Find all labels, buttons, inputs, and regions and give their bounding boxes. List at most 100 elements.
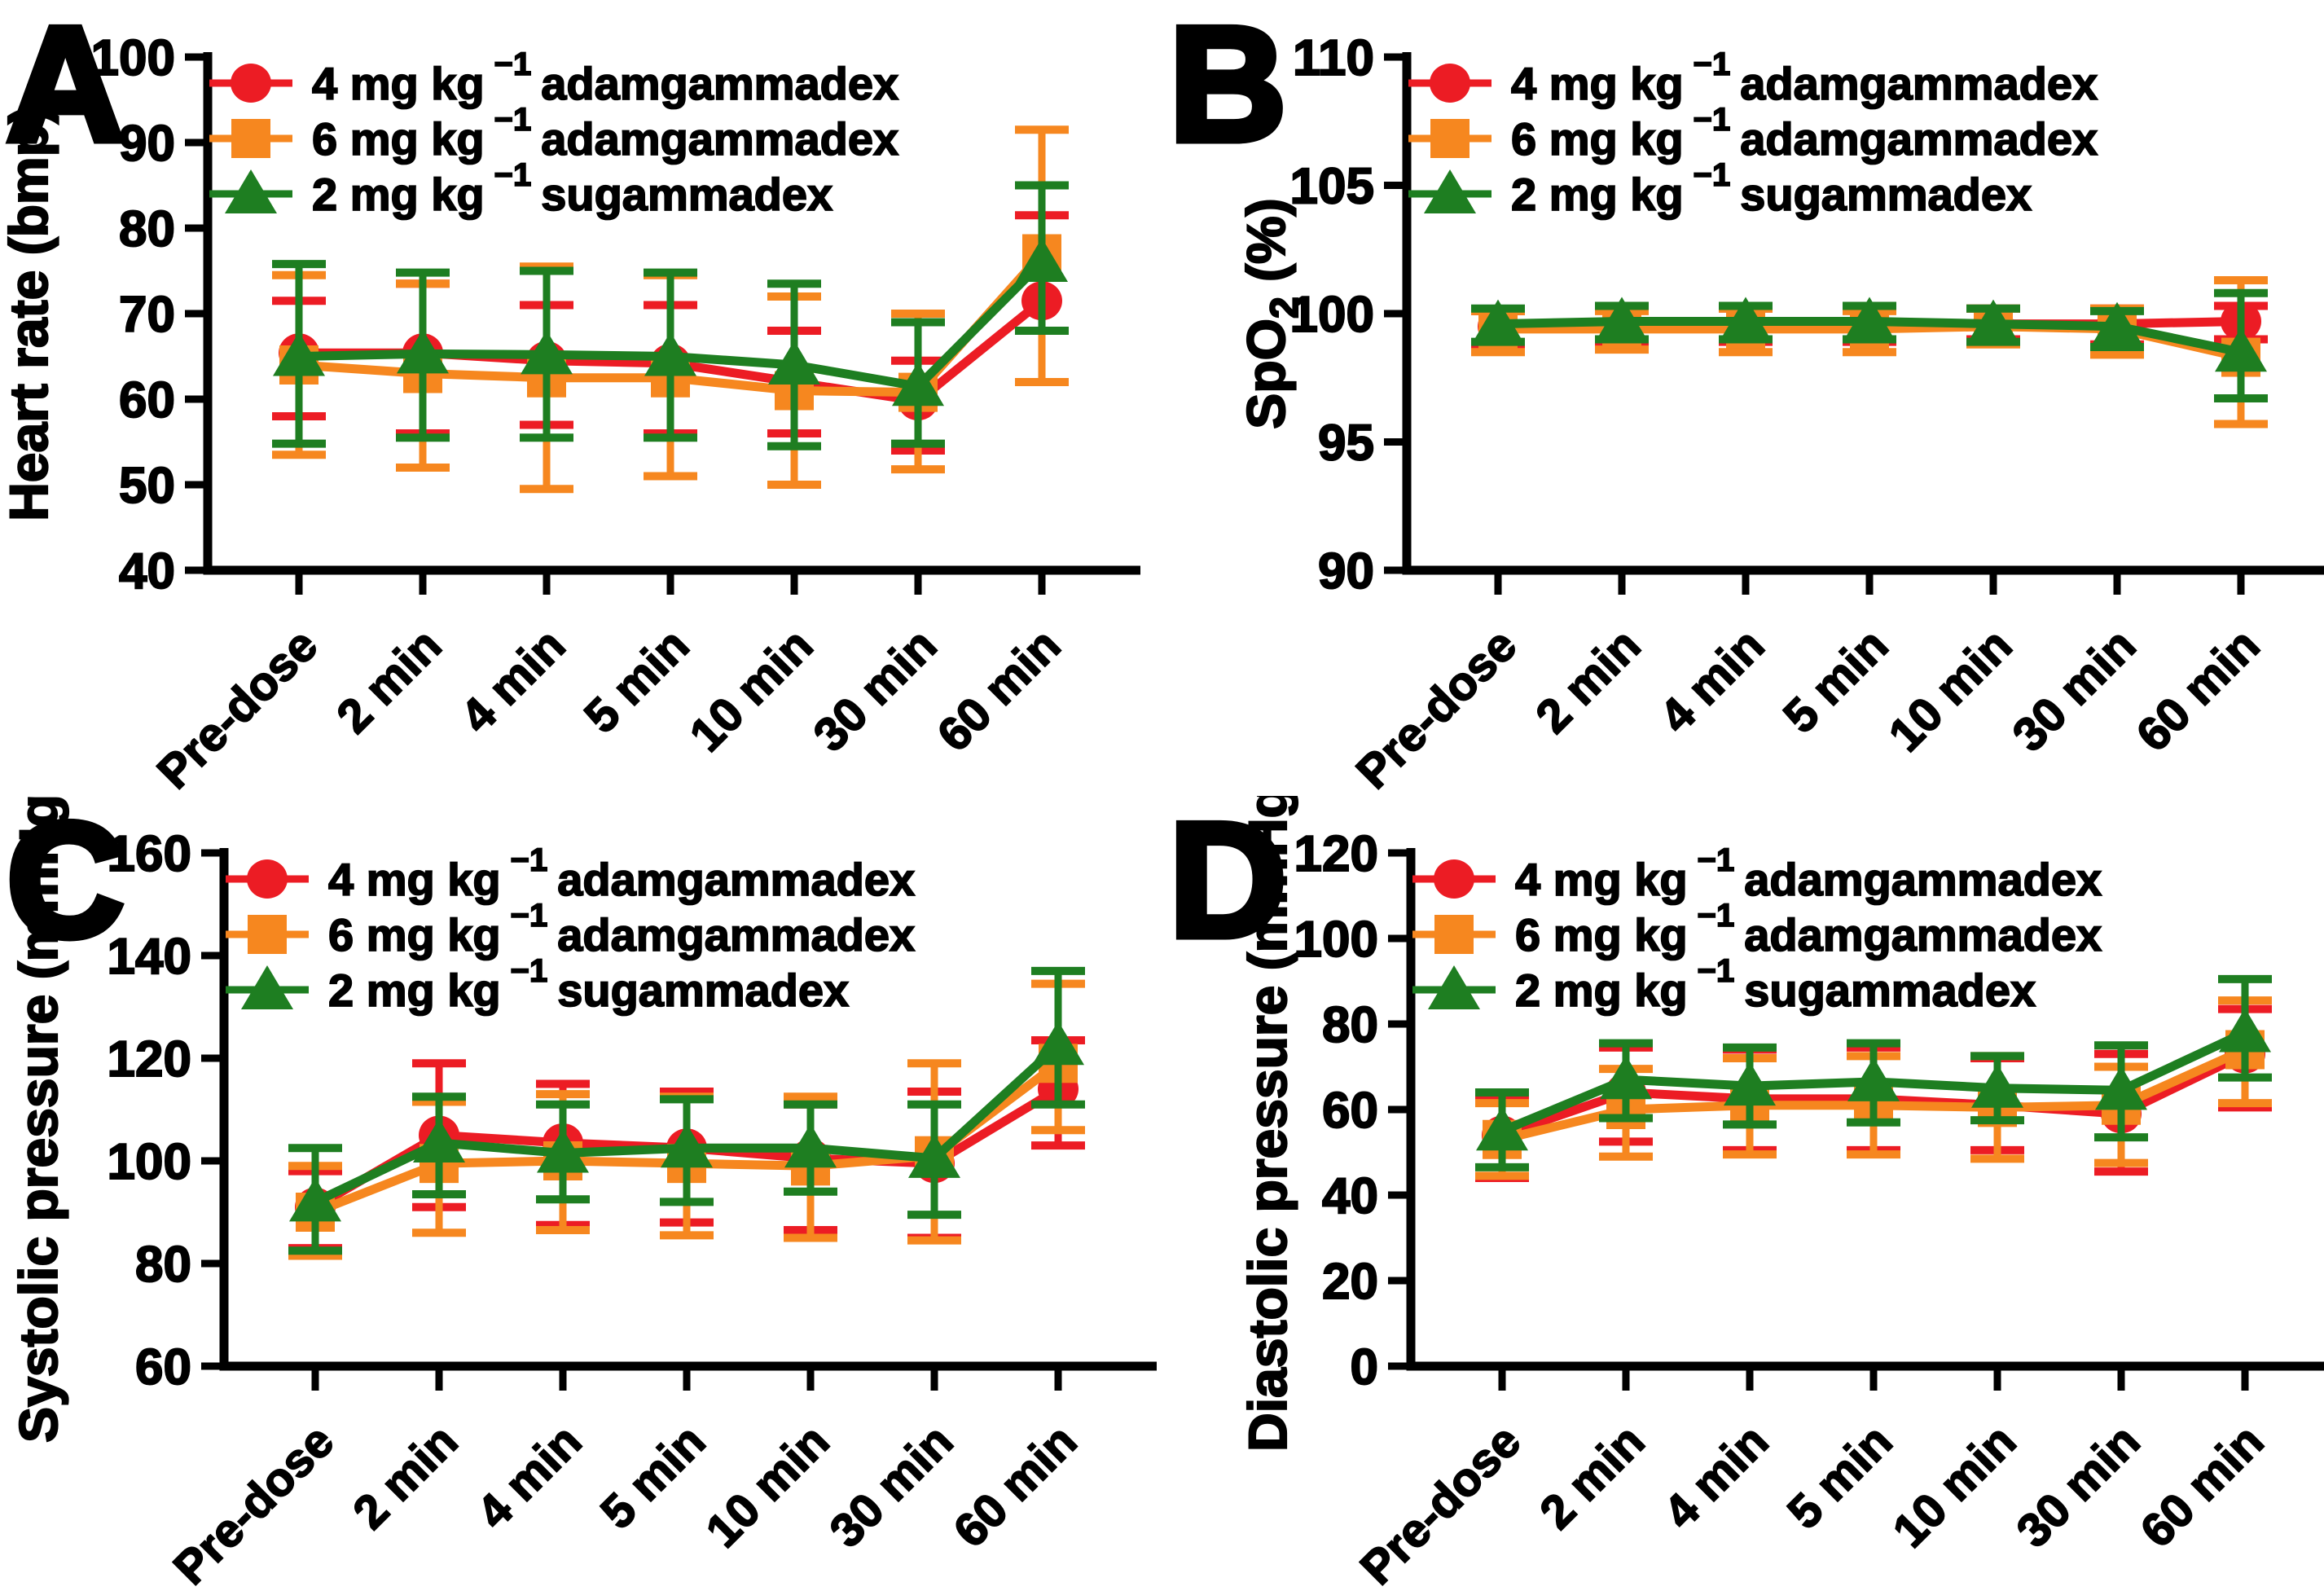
panel-b: B SpO2 (%) 90 95 100 105 110 Pre-dose 2 min 4 min… [1162,0,2324,795]
data-point-marker [892,362,944,407]
panel-letter: D [1169,796,1286,971]
y-tick-label: 50 [119,458,175,514]
y-tick-label: 120 [1294,826,1378,882]
data-point-marker [1596,297,1648,341]
x-tick-label: Pre-dose [1347,618,1527,795]
data-point-marker [1600,1055,1652,1100]
y-tick-label: 40 [1322,1168,1378,1224]
series-green [1475,974,2272,1171]
legend-entry-green: 2 mg kg −1 sugammadex [226,952,850,1017]
data-point-marker [1476,1106,1528,1151]
x-tick-label: 4 min [450,618,575,743]
data-point-marker [1720,297,1772,341]
legend-triangle-icon [1428,965,1480,1009]
series-green [272,181,1069,450]
x-tick-label: 60 min [2130,1414,2273,1558]
data-point-marker [521,330,573,375]
panel-d: D Diastolic pressure (mmHg) 0 20 40 60 80 100 12… [1162,796,2324,1591]
panel-letter: A [7,0,124,175]
legend-circle-icon [247,859,288,899]
panel-letter: B [1169,0,1286,175]
data-point-marker [537,1128,589,1173]
x-tick-label: 4 min [1654,1414,1778,1539]
legend-entry-red: 4 mg kg −1 adamgammadex [209,46,899,110]
y-tick-label: 80 [135,1237,191,1293]
legend-entry-red: 4 mg kg −1 adamgammadex [226,842,916,906]
legend-label: 6 mg kg −1 adamgammadex [312,102,898,165]
legend-circle-icon [1430,64,1470,103]
y-tick-label: 60 [135,1339,191,1395]
y-tick-label: 70 [119,287,175,343]
y-tick-label: 95 [1318,415,1374,472]
y-axis-title: Systolic pressure (mmHg) [8,796,68,1443]
y-tick-label: 100 [108,1134,191,1190]
x-tick-label: Pre-dose [147,618,327,795]
x-tick-label: Pre-dose [1351,1414,1531,1591]
legend-triangle-icon [225,169,277,213]
legend-entry-orange: 6 mg kg −1 adamgammadex [1408,101,2098,165]
x-tick-label: 10 min [679,618,823,762]
series-green [1471,288,2268,402]
y-tick-label: 100 [91,30,175,86]
legend-label: 4 mg kg −1 adamgammadex [328,842,915,905]
y-axis-title: Diastolic pressure (mmHg) [1237,796,1298,1452]
data-point-marker [908,1133,960,1178]
legend-circle-icon [231,64,271,103]
x-tick-label: 30 min [2006,1414,2150,1558]
legend-label: 4 mg kg −1 adamgammadex [312,46,898,109]
legend-entry-red: 4 mg kg −1 adamgammadex [1412,842,2102,906]
x-tick-label: 4 min [1650,618,1774,743]
data-point-marker [2091,301,2143,346]
data-point-marker [1472,299,1524,344]
legend-square-icon [1434,915,1474,954]
legend-label: 6 mg kg −1 adamgammadex [1515,898,2102,960]
legend-label: 6 mg kg −1 adamgammadex [328,898,915,960]
legend-entry-red: 4 mg kg −1 adamgammadex [1408,46,2098,110]
x-tick-label: 2 min [1526,618,1650,743]
data-point-marker [289,1177,341,1222]
legend-square-icon [1430,119,1470,158]
y-tick-label: 90 [1318,543,1374,600]
y-axis-title: SpO2 (%) [1236,198,1307,429]
x-tick-label: 30 min [803,618,947,762]
y-tick-label: 60 [119,372,175,429]
data-point-marker [397,329,449,374]
data-point-marker [1971,1063,2023,1108]
data-point-marker [768,341,820,385]
y-tick-label: 100 [1294,912,1378,968]
x-tick-label: 10 min [1882,1414,2026,1558]
x-tick-label: 2 min [327,618,451,743]
legend-label: 6 mg kg −1 adamgammadex [1511,102,2098,165]
legend-square-icon [231,119,270,158]
legend-entry-orange: 6 mg kg −1 adamgammadex [209,101,899,165]
x-tick-label: 60 min [943,1414,1087,1558]
data-point-marker [413,1118,465,1162]
y-tick-label: 60 [1322,1083,1378,1139]
x-tick-label: 10 min [1878,618,2022,762]
data-point-marker [644,332,696,376]
legend-label: 2 mg kg −1 sugammadex [1515,953,2036,1016]
data-point-marker [1967,299,2019,344]
x-tick-label: 10 min [696,1414,839,1558]
y-tick-label: 0 [1351,1339,1378,1395]
y-tick-label: 140 [108,929,191,985]
data-point-marker [784,1123,837,1168]
data-point-marker [2219,1008,2271,1053]
legend-label: 2 mg kg −1 sugammadex [312,157,833,220]
legend-label: 2 mg kg −1 sugammadex [1511,157,2032,220]
legend-entry-orange: 6 mg kg −1 adamgammadex [226,897,916,961]
x-tick-label: 2 min [343,1414,468,1539]
data-point-marker [2215,327,2267,372]
x-tick-label: 30 min [2002,618,2146,762]
y-tick-label: 120 [108,1031,191,1088]
legend-entry-green: 2 mg kg −1 sugammadex [1408,156,2032,221]
data-point-marker [1032,1021,1084,1066]
data-point-marker [273,332,325,376]
legend-entry-green: 2 mg kg −1 sugammadex [209,156,833,221]
y-tick-label: 80 [1322,997,1378,1053]
x-tick-label: 2 min [1530,1414,1654,1539]
data-point-marker [2095,1066,2147,1110]
